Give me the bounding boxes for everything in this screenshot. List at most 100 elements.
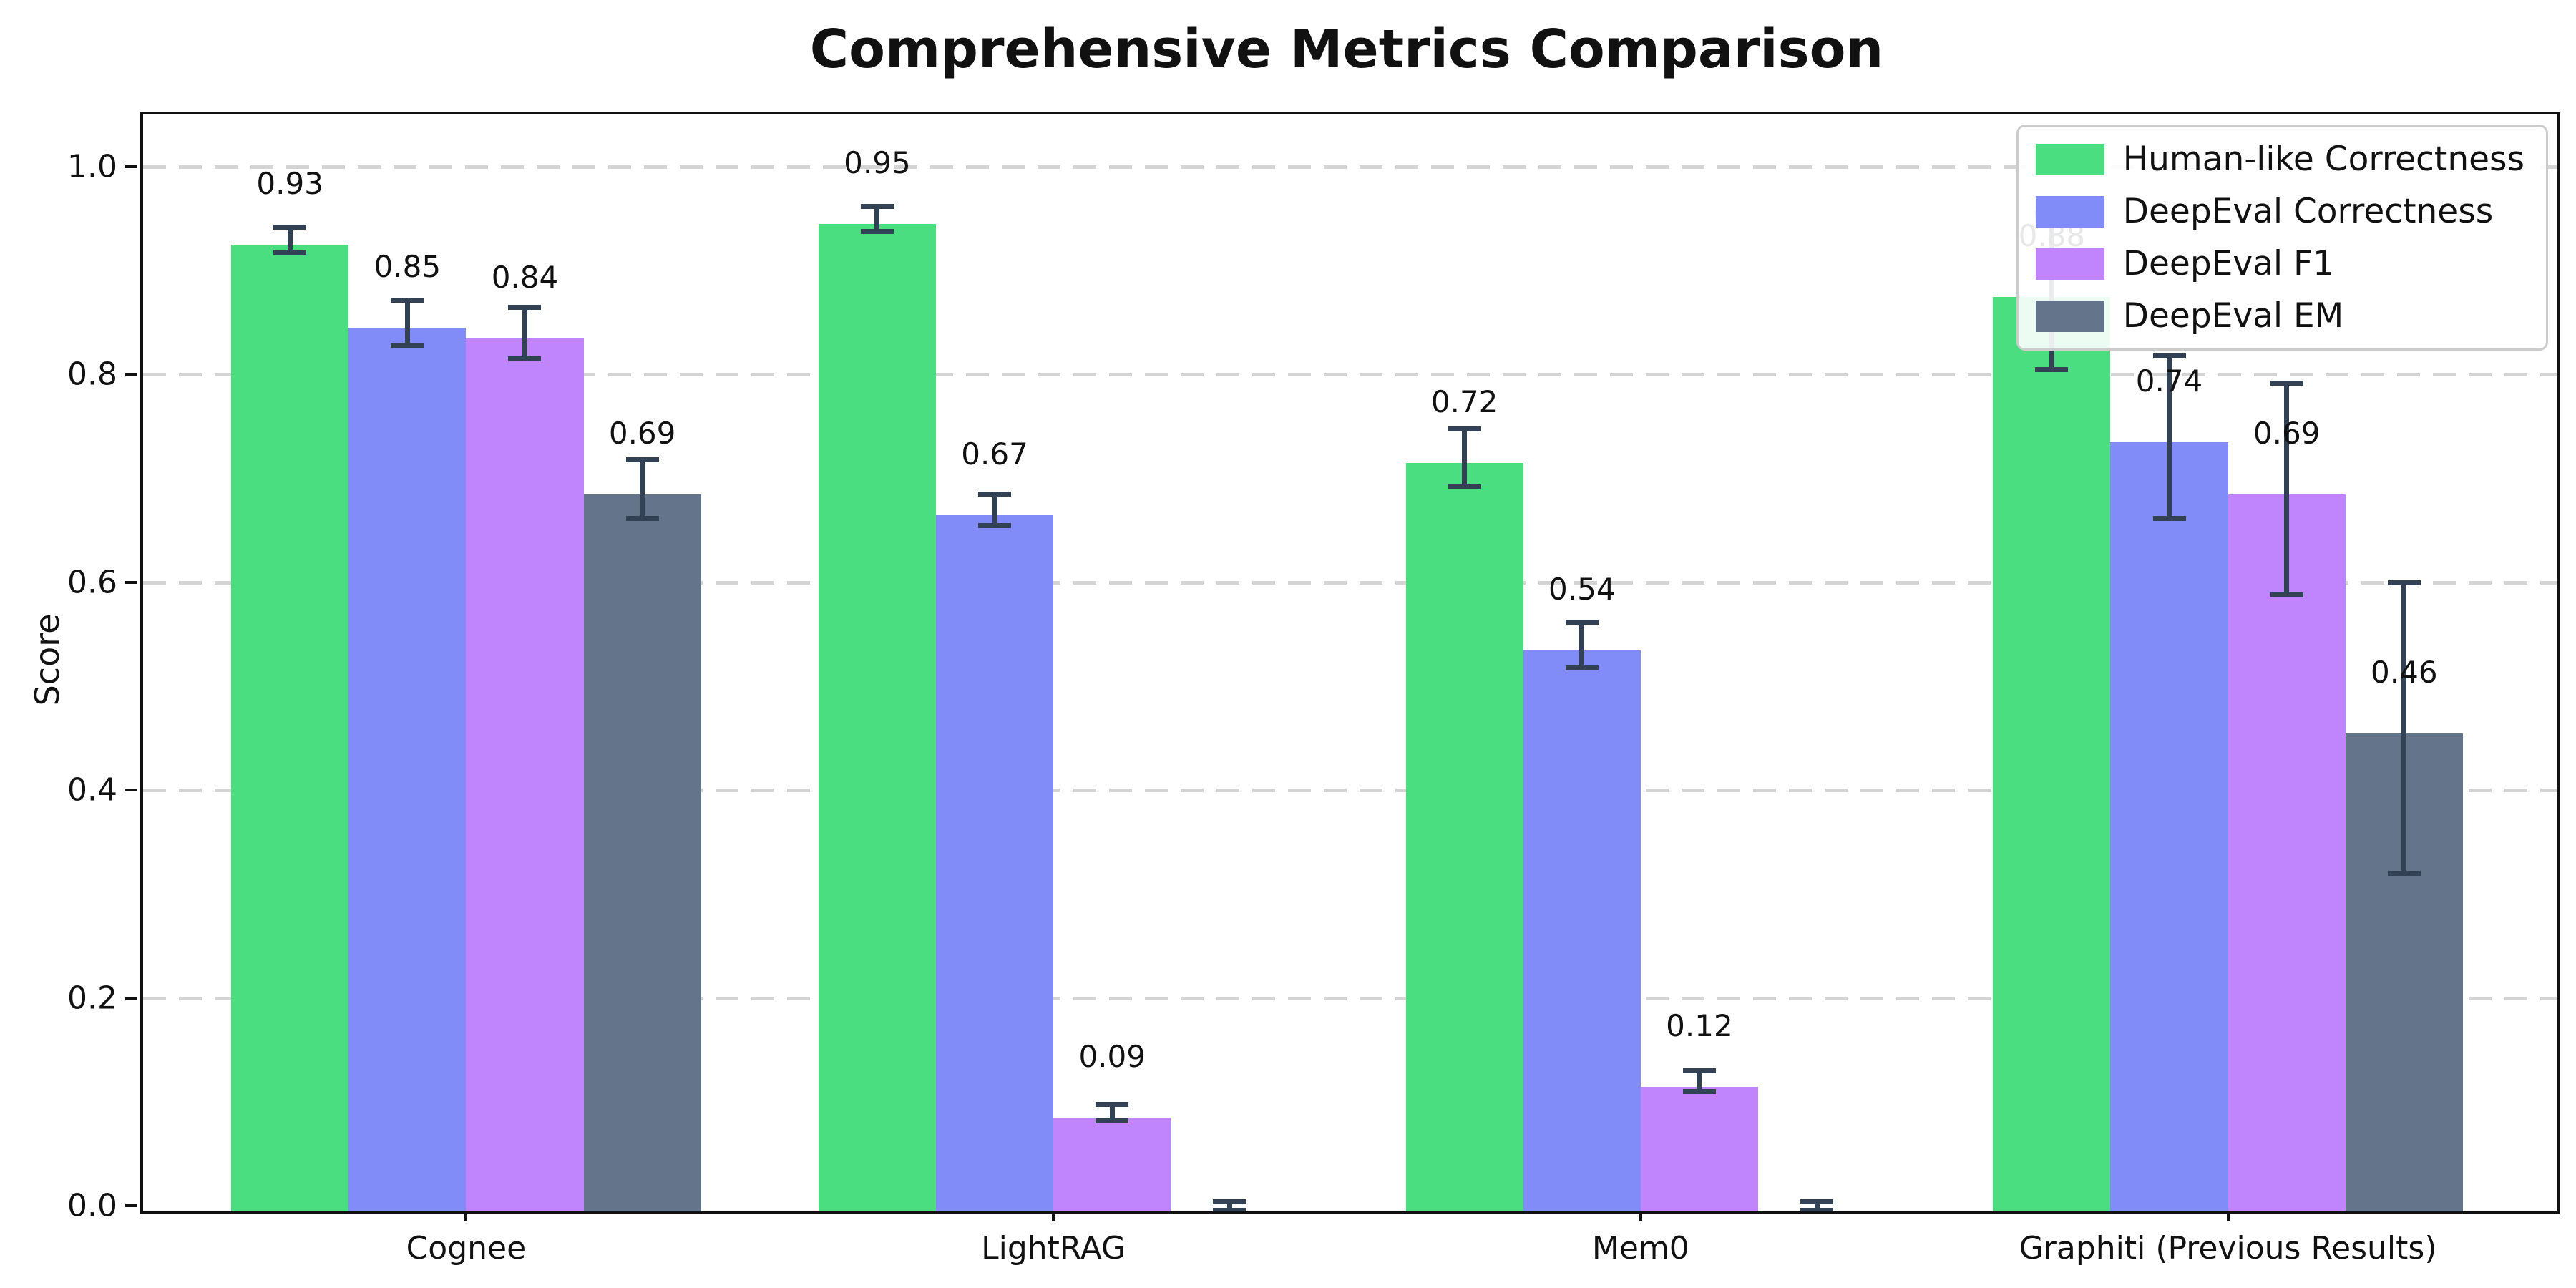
- error-bar-line: [522, 306, 527, 359]
- gridline: [143, 996, 2557, 1000]
- y-tick-label: 0.0: [67, 1187, 117, 1224]
- error-bar-cap-top: [625, 457, 659, 463]
- y-tick-label: 0.2: [67, 980, 117, 1017]
- y-tick-label: 1.0: [67, 148, 117, 185]
- error-bar-cap-bottom: [273, 249, 307, 255]
- bar-value-label: 0.69: [2253, 415, 2321, 451]
- error-bar-cap-top: [1682, 1068, 1716, 1074]
- plot-area: Human-like Correctness DeepEval Correctne…: [140, 112, 2560, 1214]
- x-category-label: LightRAG: [981, 1230, 1126, 1267]
- legend-label: DeepEval Correctness: [2122, 192, 2494, 231]
- error-bar-cap-top: [1096, 1101, 1129, 1107]
- bar: [1523, 650, 1641, 1211]
- bar: [348, 328, 467, 1211]
- bar-value-label: 0.09: [1078, 1039, 1146, 1075]
- error-bar-cap-bottom: [625, 515, 659, 521]
- error-bar-line: [2284, 382, 2290, 595]
- legend-item: DeepEval F1: [2035, 244, 2524, 283]
- legend-swatch: [2035, 300, 2104, 332]
- error-bar-cap-top: [1565, 619, 1599, 625]
- error-bar-cap-top: [860, 203, 894, 209]
- bar-value-label: 0.95: [844, 145, 911, 181]
- error-bar-cap-top: [2152, 353, 2186, 358]
- error-bar-line: [1814, 1201, 1820, 1210]
- error-bar-cap-bottom: [1096, 1118, 1129, 1123]
- error-bar-line: [992, 494, 997, 525]
- bar-value-label: 0.72: [1430, 384, 1498, 420]
- y-tick-mark: [125, 996, 137, 1000]
- x-tick-mark: [1052, 1209, 1055, 1221]
- bar-value-label: 0.54: [1548, 571, 1616, 607]
- bar-value-label: 0.74: [2135, 364, 2203, 399]
- bar: [935, 514, 1054, 1211]
- x-category-label: Graphiti (Previous Results): [2019, 1230, 2437, 1267]
- legend-label: DeepEval EM: [2122, 296, 2344, 336]
- error-bar-cap-bottom: [508, 356, 542, 362]
- bar: [1640, 1086, 1758, 1211]
- bar: [2110, 442, 2228, 1211]
- bar-value-label: 0.84: [491, 260, 559, 295]
- bar: [1053, 1118, 1171, 1211]
- error-bar-cap-top: [1213, 1199, 1246, 1205]
- error-bar-line: [404, 299, 410, 346]
- bar-value-label: 0.46: [2371, 654, 2438, 690]
- bar: [1993, 296, 2111, 1211]
- error-bar-cap-top: [273, 224, 307, 230]
- y-tick-mark: [125, 580, 137, 584]
- x-category-label: Mem0: [1591, 1230, 1689, 1267]
- x-tick-mark: [464, 1209, 468, 1221]
- bar: [1405, 463, 1523, 1211]
- bar-value-label: 0.69: [608, 415, 676, 451]
- bar: [2228, 494, 2346, 1211]
- y-tick-label: 0.8: [67, 356, 117, 393]
- bar-value-label: 0.93: [256, 166, 323, 202]
- error-bar-cap-bottom: [391, 343, 424, 348]
- bar: [818, 224, 936, 1211]
- error-bar-line: [2401, 582, 2407, 874]
- legend-item: Human-like Correctness: [2035, 140, 2524, 179]
- error-bar-line: [874, 205, 880, 231]
- bar: [231, 245, 349, 1211]
- y-axis-label: Score: [28, 613, 67, 706]
- error-bar-line: [1462, 428, 1468, 487]
- error-bar-cap-bottom: [1800, 1207, 1834, 1211]
- y-tick-mark: [125, 165, 137, 168]
- legend: Human-like Correctness DeepEval Correctne…: [2016, 125, 2548, 351]
- bar: [466, 338, 584, 1211]
- error-bar-cap-bottom: [1213, 1207, 1246, 1211]
- error-bar-line: [1109, 1103, 1115, 1121]
- error-bar-cap-bottom: [2387, 871, 2421, 877]
- x-category-label: Cognee: [406, 1230, 527, 1267]
- error-bar-cap-bottom: [2270, 592, 2303, 597]
- error-bar-cap-top: [391, 297, 424, 303]
- x-tick-mark: [1639, 1209, 1642, 1221]
- error-bar-cap-top: [978, 492, 1012, 497]
- error-bar-cap-top: [2387, 580, 2421, 585]
- error-bar-line: [1226, 1201, 1232, 1210]
- legend-label: DeepEval F1: [2122, 244, 2334, 283]
- legend-item: DeepEval Correctness: [2035, 192, 2524, 231]
- x-tick-mark: [2226, 1209, 2230, 1221]
- bar-value-label: 0.67: [961, 436, 1028, 472]
- bar-value-label: 0.85: [374, 249, 441, 285]
- gridline: [143, 165, 2557, 169]
- gridline: [143, 373, 2557, 377]
- error-bar-cap-bottom: [1565, 665, 1599, 670]
- error-bar-line: [640, 459, 645, 518]
- legend-swatch: [2035, 248, 2104, 280]
- error-bar-cap-bottom: [1448, 484, 1481, 489]
- error-bar-cap-top: [508, 304, 542, 310]
- error-bar-cap-bottom: [978, 522, 1012, 528]
- error-bar-cap-top: [2270, 380, 2303, 386]
- error-bar-cap-top: [1448, 426, 1481, 431]
- error-bar-line: [2167, 355, 2172, 518]
- y-tick-label: 0.6: [67, 564, 117, 601]
- error-bar-cap-bottom: [2035, 366, 2069, 372]
- y-tick-mark: [125, 789, 137, 792]
- y-tick-mark: [125, 373, 137, 376]
- error-bar-cap-bottom: [2152, 515, 2186, 521]
- error-bar-cap-top: [1800, 1199, 1834, 1205]
- error-bar-cap-bottom: [860, 228, 894, 234]
- gridline: [143, 789, 2557, 793]
